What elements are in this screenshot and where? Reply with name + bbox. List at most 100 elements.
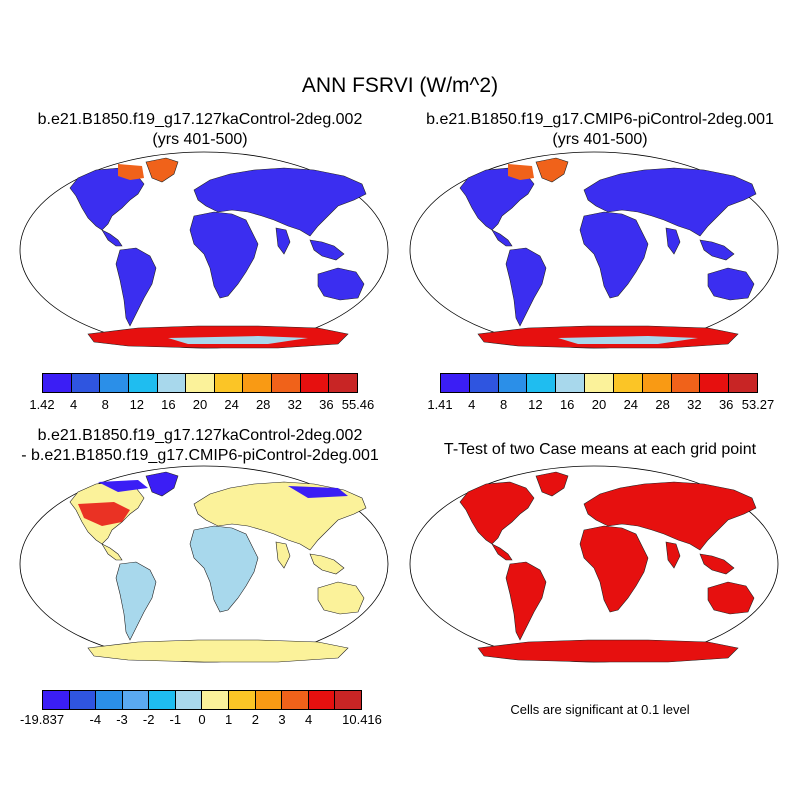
colorbar-swatch <box>329 374 358 392</box>
continent-af <box>579 211 649 299</box>
colorbar-tick-label: 20 <box>192 397 208 412</box>
continent-an <box>87 639 349 663</box>
continent-sea <box>699 553 735 575</box>
colorbar-swatch <box>175 691 203 709</box>
colorbar-swatch <box>300 374 330 392</box>
colorbar-tick-label: 3 <box>278 712 286 727</box>
continent-af <box>189 211 259 299</box>
colorbar-difference-labels: -19.837 -4 -3 -2 -1 0 1 2 3 4 10.416 <box>20 712 382 728</box>
colorbar-swatch <box>128 374 158 392</box>
panel-3-title-line1: b.e21.B1850.f19_g17.127kaControl-2deg.00… <box>37 427 363 444</box>
colorbar-swatch <box>69 691 97 709</box>
colorbar-tick-label: 4 <box>468 397 476 412</box>
colorbar-tick-label: 32 <box>687 397 702 412</box>
continent-sea <box>309 553 345 575</box>
figure-title: ANN FSRVI (W/m^2) <box>301 74 499 97</box>
continent-au <box>707 267 755 301</box>
continent-gl <box>535 157 569 183</box>
colorbar-tick-label: 0 <box>198 712 206 727</box>
continent-au <box>317 581 365 615</box>
map-ttest <box>409 465 779 663</box>
continent-au <box>707 581 755 615</box>
significance-note: Cells are significant at 0.1 level <box>510 702 690 717</box>
panel-2-title-line2: (yrs 401-500) <box>552 131 648 148</box>
colorbar-tick-label: 24 <box>224 397 239 412</box>
colorbar-tick-label: 32 <box>287 397 303 412</box>
colorbar-case2-labels: 1.41 4 8 12 16 20 24 28 32 36 53.27 <box>427 397 774 413</box>
colorbar-tick-label: 8 <box>101 397 109 412</box>
colorbar-swatch <box>96 691 123 709</box>
colorbar-swatch <box>186 374 215 392</box>
colorbar-swatch <box>71 374 101 392</box>
colorbar-tick-label: 20 <box>591 397 607 412</box>
continent-au <box>317 267 365 301</box>
continent-na <box>459 481 535 545</box>
continent-gl <box>145 157 179 183</box>
colorbar-difference <box>42 690 362 710</box>
colorbar-tick-label: -4 <box>89 712 102 727</box>
panel-2-title-line1: b.e21.B1850.f19_g17.CMIP6-piControl-2deg… <box>426 111 774 128</box>
arctic-canada-region <box>508 164 534 180</box>
map-difference <box>19 465 389 663</box>
panel-1-title-line2: (yrs 401-500) <box>152 131 248 148</box>
colorbar-tick-label: 24 <box>623 397 639 412</box>
panel-3-title: b.e21.B1850.f19_g17.127kaControl-2deg.00… <box>0 426 400 466</box>
colorbar-case2 <box>440 373 758 393</box>
colorbar-swatch <box>700 374 730 392</box>
colorbar-swatch <box>498 374 528 392</box>
continent-ind <box>665 541 681 569</box>
colorbar-swatch <box>43 374 72 392</box>
panel-1-title-line1: b.e21.B1850.f19_g17.127kaControl-2deg.00… <box>37 111 363 128</box>
colorbar-swatch <box>202 691 230 709</box>
colorbar-tick-label: 2 <box>251 712 259 727</box>
colorbar-tick-label: 55.46 <box>341 397 375 412</box>
colorbar-tick-label: -3 <box>116 712 128 727</box>
continent-an <box>477 639 739 663</box>
panel-1-title: b.e21.B1850.f19_g17.127kaControl-2deg.00… <box>0 110 400 150</box>
colorbar-swatch <box>122 691 150 709</box>
colorbar-tick-label: 28 <box>655 397 670 412</box>
colorbar-swatch <box>272 374 301 392</box>
continent-gl <box>145 471 179 497</box>
colorbar-tick-label: 8 <box>499 397 508 412</box>
continent-ca <box>101 229 123 247</box>
colorbar-swatch <box>441 374 470 392</box>
continent-ind <box>275 227 291 255</box>
panel-3-title-line2: - b.e21.B1850.f19_g17.CMIP6-piControl-2d… <box>21 447 379 464</box>
colorbar-tick-label: -2 <box>142 712 155 727</box>
colorbar-swatch <box>255 691 283 709</box>
arctic-canada-region <box>118 164 144 180</box>
colorbar-swatch <box>613 374 643 392</box>
colorbar-tick-label: 53.27 <box>741 397 775 412</box>
colorbar-tick-label: -1 <box>169 712 182 727</box>
continent-ca <box>491 229 513 247</box>
map-case2 <box>409 151 779 349</box>
colorbar-tick-label: 36 <box>319 397 334 412</box>
colorbar-tick-label: 1.41 <box>427 397 453 412</box>
continent-sa <box>505 561 547 641</box>
colorbar-swatch <box>282 691 309 709</box>
arctic-anomaly <box>98 480 348 498</box>
continent-sa <box>505 247 547 327</box>
continent-af <box>189 525 259 613</box>
colorbar-swatch <box>229 691 256 709</box>
continent-ca <box>491 543 513 561</box>
colorbar-swatch <box>157 374 187 392</box>
colorbar-tick-label: 1 <box>225 712 233 727</box>
colorbar-case1-labels: 1.42 4 8 12 16 20 24 28 32 36 55.46 <box>29 397 374 413</box>
colorbar-swatch <box>335 691 361 709</box>
colorbar-swatch <box>556 374 586 392</box>
continent-eu <box>193 481 367 551</box>
colorbar-swatch <box>671 374 701 392</box>
continent-eu <box>583 481 757 551</box>
continent-sea <box>309 239 345 261</box>
antarctic-interior-region <box>168 336 308 344</box>
colorbar-swatch <box>642 374 672 392</box>
colorbar-swatch <box>100 374 129 392</box>
colorbar-swatch <box>469 374 499 392</box>
antarctic-interior-region <box>558 336 698 344</box>
panel-4-title: T-Test of two Case means at each grid po… <box>400 440 800 460</box>
continent-ind <box>275 541 291 569</box>
colorbar-tick-label: 12 <box>129 397 145 412</box>
colorbar-tick-label: 10.416 <box>342 712 382 727</box>
